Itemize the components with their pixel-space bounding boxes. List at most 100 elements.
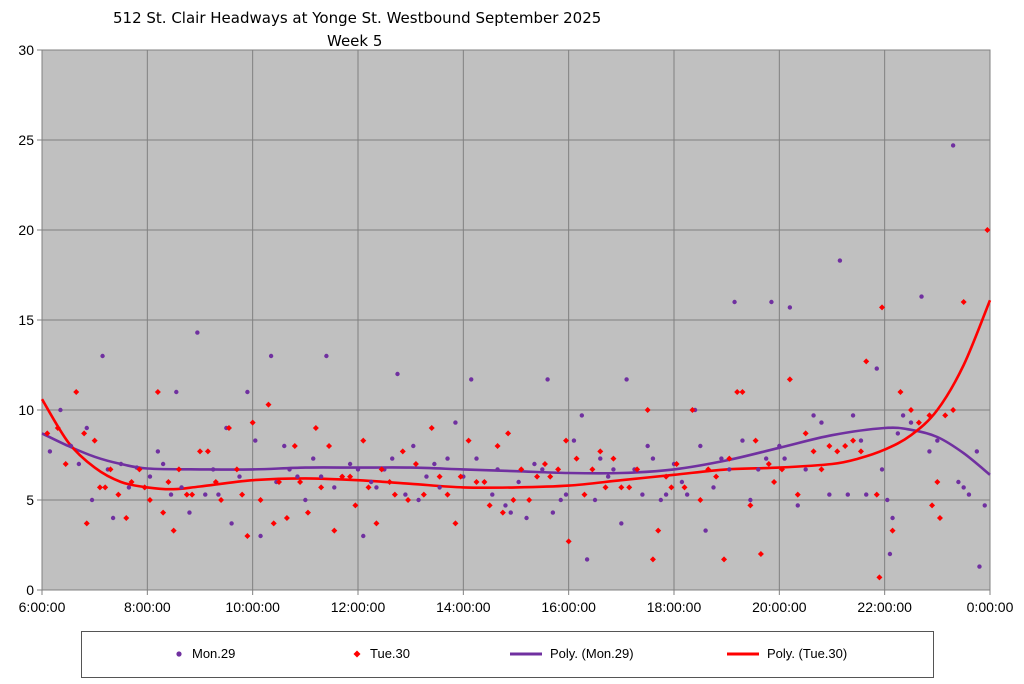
data-point-mon-29 — [890, 515, 895, 521]
data-point-mon-29 — [624, 377, 629, 382]
data-point-mon-29 — [908, 420, 914, 425]
data-point-tue-30 — [170, 527, 177, 534]
data-point-tue-30 — [378, 466, 385, 473]
data-point-mon-29 — [332, 485, 337, 490]
x-tick-label: 22:00:00 — [857, 599, 912, 615]
data-point-mon-29 — [411, 443, 416, 449]
data-point-mon-29 — [763, 456, 769, 461]
data-point-mon-29 — [777, 443, 782, 449]
legend-label-tue30: Tue.30 — [370, 646, 410, 661]
data-point-tue-30 — [850, 437, 857, 444]
data-point-mon-29 — [619, 521, 624, 526]
data-point-tue-30 — [597, 448, 604, 455]
data-point-tue-30 — [505, 430, 512, 437]
data-point-tue-30 — [107, 466, 114, 473]
data-point-tue-30 — [499, 509, 506, 516]
data-point-tue-30 — [915, 419, 922, 426]
chart-subtitle: Week 5 — [327, 32, 383, 50]
data-point-tue-30 — [318, 484, 325, 491]
data-point-mon-29 — [961, 485, 966, 490]
data-point-mon-29 — [698, 443, 703, 449]
data-point-mon-29 — [474, 456, 479, 461]
legend-mon29-swatch — [176, 650, 182, 657]
data-point-tue-30 — [276, 479, 282, 485]
data-point-tue-30 — [73, 389, 80, 395]
data-point-tue-30 — [984, 227, 991, 233]
data-point-tue-30 — [929, 502, 936, 509]
data-point-tue-30 — [739, 389, 746, 395]
data-point-tue-30 — [204, 448, 211, 455]
data-point-tue-30 — [818, 466, 825, 473]
data-point-tue-30 — [950, 407, 957, 413]
data-point-tue-30 — [457, 473, 464, 480]
data-point-tue-30 — [91, 437, 98, 444]
legend-tue30-swatch — [353, 650, 361, 657]
data-point-mon-29 — [956, 479, 961, 485]
y-tick-label: 0 — [26, 582, 34, 598]
data-point-tue-30 — [373, 520, 380, 527]
legend-line-poly-mon29 — [510, 652, 542, 655]
data-point-mon-29 — [437, 485, 442, 490]
y-tick-label: 5 — [26, 492, 34, 508]
data-point-mon-29 — [47, 449, 53, 454]
data-point-mon-29 — [416, 497, 421, 503]
data-point-mon-29 — [100, 353, 105, 359]
data-point-tue-30 — [444, 491, 451, 498]
data-point-tue-30 — [165, 479, 172, 485]
data-point-mon-29 — [110, 515, 116, 521]
data-point-tue-30 — [339, 473, 346, 480]
data-point-mon-29 — [287, 467, 292, 472]
x-tick-label: 18:00:00 — [647, 599, 702, 615]
data-point-tue-30 — [486, 502, 493, 509]
data-point-mon-29 — [160, 461, 166, 467]
data-point-mon-29 — [584, 557, 590, 562]
data-point-mon-29 — [803, 467, 808, 472]
data-point-tue-30 — [326, 443, 333, 449]
data-point-tue-30 — [62, 461, 69, 467]
data-point-mon-29 — [68, 443, 74, 449]
data-point-tue-30 — [136, 466, 143, 473]
data-point-mon-29 — [432, 461, 437, 467]
x-tick-label: 16:00:00 — [541, 599, 596, 615]
data-point-tue-30 — [726, 455, 733, 462]
data-point-tue-30 — [304, 509, 311, 516]
data-point-tue-30 — [526, 497, 533, 503]
data-point-tue-30 — [534, 473, 541, 480]
data-point-tue-30 — [257, 497, 264, 503]
data-point-mon-29 — [611, 467, 616, 472]
data-point-mon-29 — [684, 492, 690, 497]
data-point-mon-29 — [84, 425, 89, 431]
data-point-tue-30 — [160, 509, 167, 516]
plot-border — [41, 49, 991, 591]
data-point-mon-29 — [977, 564, 982, 569]
data-point-tue-30 — [573, 455, 580, 462]
data-point-mon-29 — [787, 305, 793, 310]
data-point-tue-30 — [810, 448, 817, 455]
data-point-tue-30 — [391, 491, 398, 498]
data-point-mon-29 — [311, 456, 316, 461]
data-point-mon-29 — [168, 492, 174, 497]
data-point-tue-30 — [644, 407, 651, 413]
data-point-tue-30 — [876, 574, 883, 581]
x-tick-label: 10:00:00 — [225, 599, 280, 615]
data-point-tue-30 — [128, 479, 135, 485]
data-point-tue-30 — [115, 491, 122, 498]
data-point-tue-30 — [96, 484, 103, 491]
data-point-tue-30 — [752, 437, 759, 444]
data-point-mon-29 — [740, 438, 745, 443]
data-point-mon-29 — [268, 353, 274, 359]
data-point-mon-29 — [303, 497, 308, 503]
y-tick-label: 15 — [18, 312, 34, 328]
data-point-mon-29 — [174, 389, 179, 395]
data-point-tue-30 — [146, 497, 153, 503]
data-point-mon-29 — [558, 497, 563, 503]
data-point-mon-29 — [895, 431, 901, 436]
data-point-tue-30 — [626, 484, 633, 491]
data-point-tue-30 — [405, 497, 412, 503]
data-point-mon-29 — [508, 510, 513, 515]
data-point-tue-30 — [270, 520, 277, 527]
data-point-tue-30 — [857, 448, 864, 455]
data-point-tue-30 — [510, 497, 517, 503]
data-point-mon-29 — [495, 467, 500, 472]
data-point-mon-29 — [390, 456, 395, 461]
